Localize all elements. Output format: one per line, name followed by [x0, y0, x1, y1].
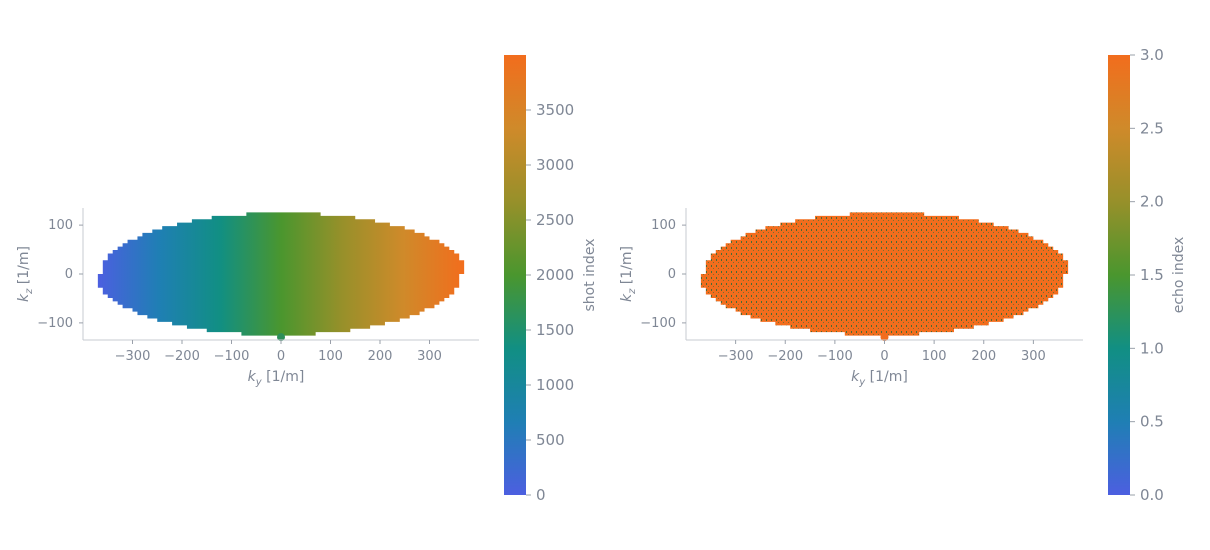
colorbar-gradient	[504, 55, 526, 495]
center-sample-point	[880, 333, 889, 342]
colorbar-gradient	[1108, 55, 1130, 495]
colorbar-tick-label: 1500	[536, 321, 574, 339]
x-axis-label: ky [1/m]	[851, 369, 908, 388]
y-tick-label: −100	[640, 316, 676, 331]
colorbar-tick-label: 1.0	[1140, 339, 1164, 357]
colorbar-tick-label: 1000	[536, 376, 574, 394]
y-tick-label: −100	[37, 316, 73, 331]
kspace-sample-region	[700, 212, 1069, 336]
colorbar-tick-label: 2.5	[1140, 119, 1164, 137]
colorbar-tick-label: 0	[536, 486, 546, 504]
colorbar-tick-label: 500	[536, 431, 565, 449]
x-tick-label: −200	[164, 349, 200, 364]
center-sample-point	[277, 333, 285, 342]
x-tick-label: 200	[971, 349, 996, 364]
shot-index-scatter-panel: −300 −200 −100 0 100 200 300 −100 0 100 ky [1/m] kz…	[16, 55, 598, 504]
colorbar-tick-label: 1.5	[1140, 266, 1164, 284]
x-tick-label: −200	[767, 349, 803, 364]
y-tick-label: 100	[651, 218, 676, 233]
colorbar-tick-label: 2000	[536, 266, 574, 284]
kspace-sample-region	[97, 212, 465, 336]
colorbar-tick-label: 0.0	[1140, 486, 1164, 504]
x-tick-label: 200	[368, 349, 393, 364]
colorbar-label: shot index	[582, 239, 598, 312]
x-tick-label: 300	[1021, 349, 1046, 364]
y-tick-label: 100	[48, 218, 73, 233]
colorbar-tick-label: 3000	[536, 156, 574, 174]
y-axis-label: kz [1/m]	[16, 246, 35, 302]
y-axis-label: kz [1/m]	[619, 246, 638, 302]
y-tick-label: 0	[668, 267, 676, 282]
colorbar-label: echo index	[1171, 237, 1187, 314]
x-tick-label: 100	[318, 349, 343, 364]
colorbar-tick-label: 3500	[536, 101, 574, 119]
x-tick-label: −300	[718, 349, 754, 364]
x-tick-label: 0	[880, 349, 888, 364]
x-tick-label: 0	[277, 349, 285, 364]
x-tick-label: 100	[922, 349, 947, 364]
colorbar-tick-label: 0.5	[1140, 413, 1164, 431]
x-tick-label: −300	[115, 349, 151, 364]
colorbar-tick-label: 3.0	[1140, 46, 1164, 64]
y-tick-label: 0	[65, 267, 73, 282]
x-axis-label: ky [1/m]	[248, 369, 305, 388]
colorbar-tick-label: 2500	[536, 211, 574, 229]
x-tick-label: −100	[817, 349, 853, 364]
echo-index-scatter-panel: −300 −200 −100 0 100 200 300 −100 0 100 ky [1/m] kz…	[619, 46, 1187, 504]
x-tick-label: −100	[214, 349, 250, 364]
colorbar-tick-label: 2.0	[1140, 193, 1164, 211]
x-tick-label: 300	[417, 349, 442, 364]
